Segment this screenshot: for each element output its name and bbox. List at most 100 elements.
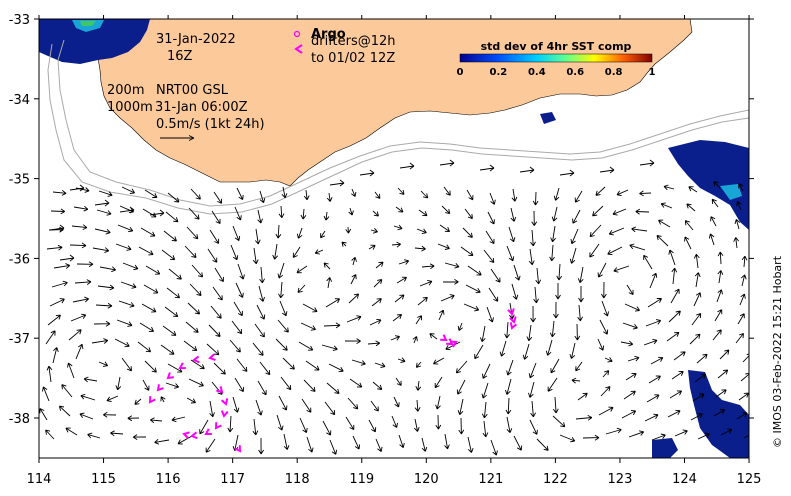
- current-arrow: [506, 416, 513, 434]
- current-arrow: [115, 376, 122, 391]
- current-arrow: [414, 399, 421, 412]
- drifter-marker: [166, 372, 174, 380]
- current-arrow: [232, 396, 240, 413]
- x-tick-label: 122: [543, 472, 568, 487]
- current-arrow: [710, 216, 717, 227]
- current-arrow: [393, 396, 400, 408]
- current-arrow: [670, 288, 680, 304]
- current-arrow: [467, 265, 482, 276]
- current-arrow: [59, 254, 75, 262]
- current-arrow: [549, 320, 556, 338]
- current-arrow: [144, 189, 158, 198]
- credit-label: © IMOS 03-Feb-2022 15:21 Hobart: [771, 255, 784, 448]
- argo-label: Argo: [311, 27, 346, 42]
- sst-patch-east-warm: [720, 184, 742, 200]
- current-arrow: [479, 164, 495, 172]
- current-arrow: [276, 414, 284, 431]
- current-arrow: [569, 342, 576, 359]
- current-arrow: [374, 362, 386, 368]
- current-arrow: [639, 190, 652, 197]
- drifter-marker: [507, 308, 515, 316]
- current-arrow: [738, 183, 744, 192]
- current-arrow: [45, 330, 56, 345]
- map-plot-area: [39, 19, 749, 458]
- current-arrow: [69, 242, 87, 249]
- current-arrow: [115, 243, 132, 251]
- current-arrow: [457, 322, 464, 331]
- current-arrow: [171, 416, 186, 423]
- current-arrow: [296, 227, 303, 239]
- current-arrow: [236, 358, 248, 372]
- current-arrow: [599, 319, 609, 335]
- current-arrow: [395, 377, 402, 386]
- current-arrow: [739, 293, 746, 306]
- current-arrow: [326, 277, 333, 289]
- x-tick-label: 125: [737, 472, 762, 487]
- current-arrow: [592, 205, 604, 217]
- current-arrow: [720, 428, 733, 436]
- current-arrow: [305, 360, 320, 371]
- current-arrow: [668, 310, 681, 323]
- current-arrow: [693, 253, 700, 269]
- current-arrow: [301, 398, 312, 413]
- drifter-marker: [234, 445, 242, 453]
- current-arrow: [530, 229, 536, 247]
- current-arrow: [51, 280, 68, 288]
- current-arrow: [556, 263, 563, 281]
- current-arrow: [278, 281, 284, 299]
- current-arrow: [550, 225, 556, 243]
- x-tick-label: 114: [27, 472, 52, 487]
- current-arrow: [530, 305, 536, 323]
- current-arrow: [372, 210, 379, 217]
- current-arrow: [259, 361, 271, 376]
- drifter-legend: drifters@12h to 01/02 12Z: [294, 34, 396, 66]
- current-arrow: [481, 382, 489, 399]
- current-arrow: [613, 265, 630, 273]
- current-arrow: [444, 433, 450, 450]
- current-arrow: [234, 206, 242, 221]
- current-arrow: [504, 321, 510, 339]
- current-arrow: [208, 324, 221, 337]
- current-arrow: [73, 205, 89, 212]
- current-arrow: [91, 338, 109, 344]
- current-arrow: [602, 370, 610, 378]
- current-arrow: [75, 343, 84, 360]
- colorbar-tick-label: 0: [457, 67, 464, 78]
- scale-arrow: [160, 135, 195, 141]
- current-arrow: [185, 321, 199, 333]
- current-arrow: [374, 191, 381, 199]
- current-arrow: [351, 256, 357, 266]
- drifter-marker: [216, 386, 224, 394]
- current-arrow: [421, 437, 428, 452]
- current-arrow: [712, 329, 722, 341]
- current-arrow: [435, 395, 441, 410]
- current-arrow: [259, 266, 265, 284]
- current-arrow: [535, 267, 542, 285]
- current-arrow: [326, 192, 333, 202]
- current-arrow: [684, 236, 692, 250]
- current-arrow: [168, 268, 182, 280]
- current-arrow: [259, 190, 266, 204]
- current-arrow: [347, 397, 359, 410]
- hour-label: 16Z: [167, 49, 193, 64]
- current-arrow: [738, 392, 749, 401]
- x-tick-label: 123: [608, 472, 633, 487]
- current-arrow: [93, 320, 111, 327]
- current-arrow: [717, 251, 724, 265]
- current-arrow: [575, 361, 583, 372]
- current-arrow: [232, 225, 241, 242]
- current-arrow: [205, 438, 216, 453]
- current-arrow: [660, 202, 673, 209]
- drifter-marker: [220, 410, 229, 418]
- current-arrow: [322, 420, 332, 436]
- current-arrow: [348, 293, 360, 304]
- current-arrow: [372, 381, 383, 390]
- current-arrow: [549, 244, 555, 262]
- current-arrow: [623, 390, 636, 400]
- current-arrow: [488, 287, 499, 302]
- current-arrow: [209, 229, 220, 244]
- current-arrow: [303, 379, 316, 392]
- current-arrow: [736, 412, 748, 420]
- current-arrow: [72, 296, 90, 303]
